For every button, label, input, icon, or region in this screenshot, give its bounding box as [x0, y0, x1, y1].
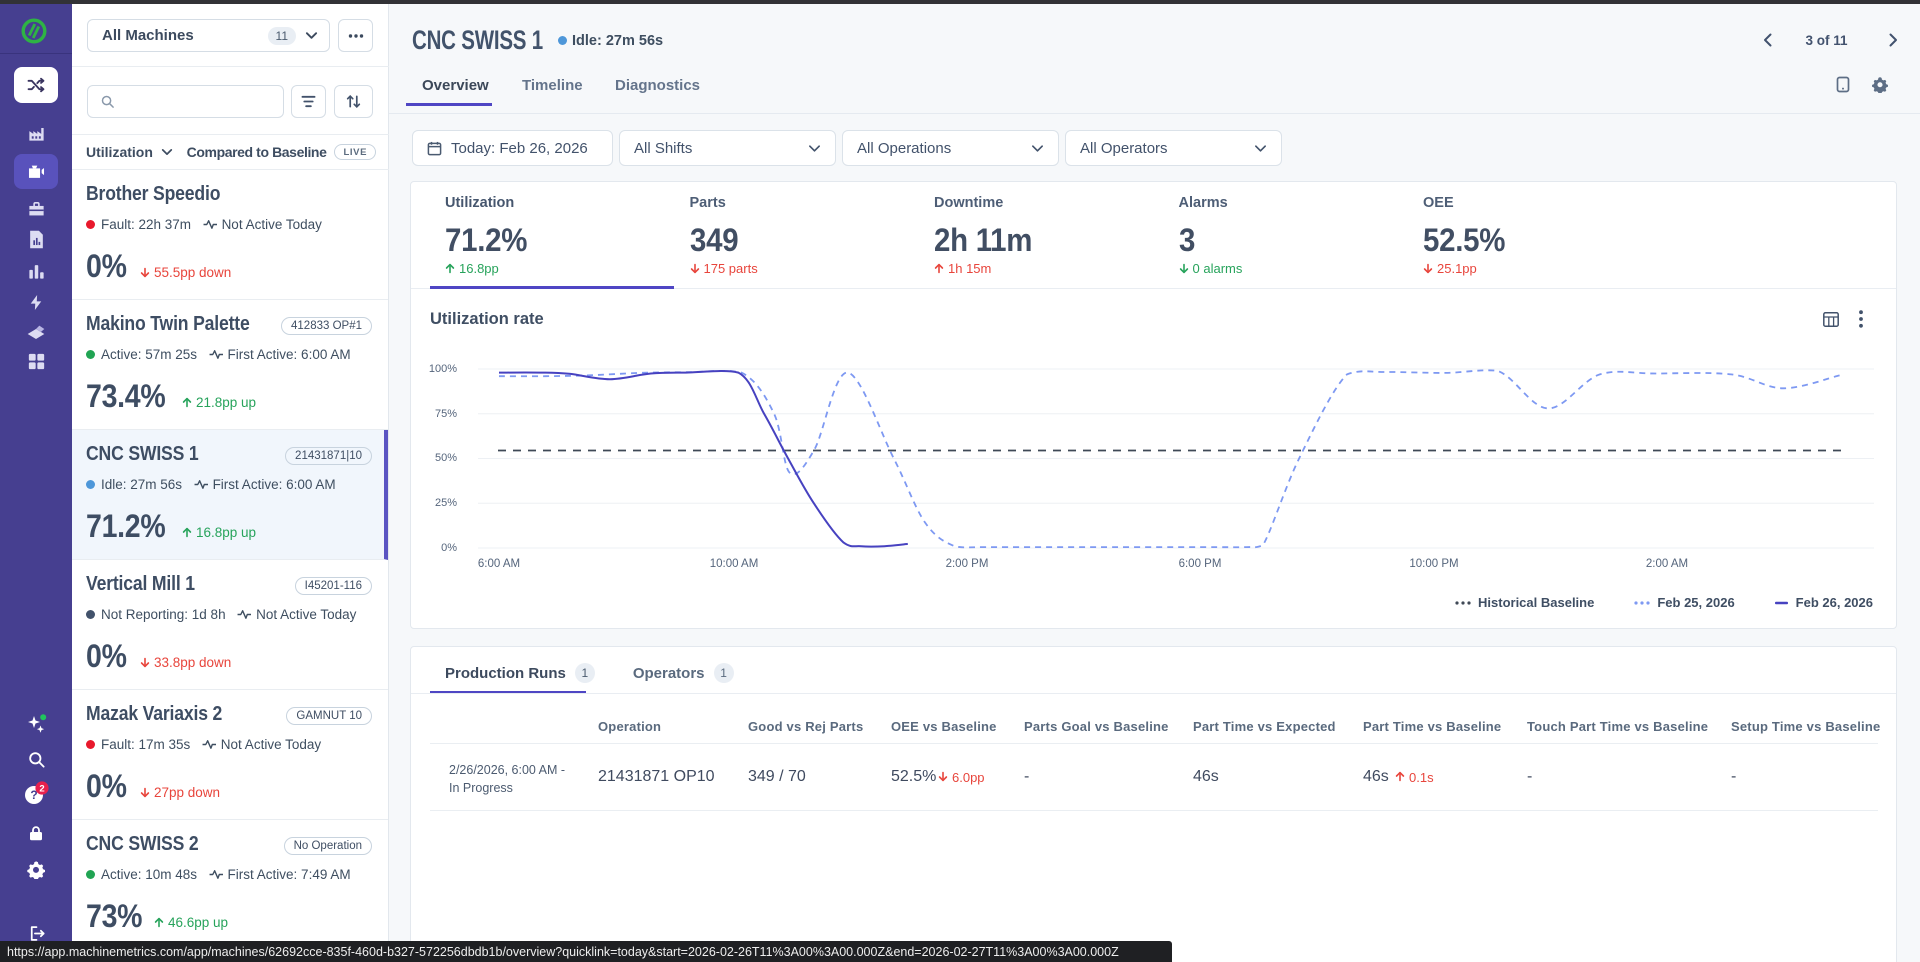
svg-text:2: 2 [39, 783, 44, 794]
svg-text:?: ? [30, 788, 37, 802]
